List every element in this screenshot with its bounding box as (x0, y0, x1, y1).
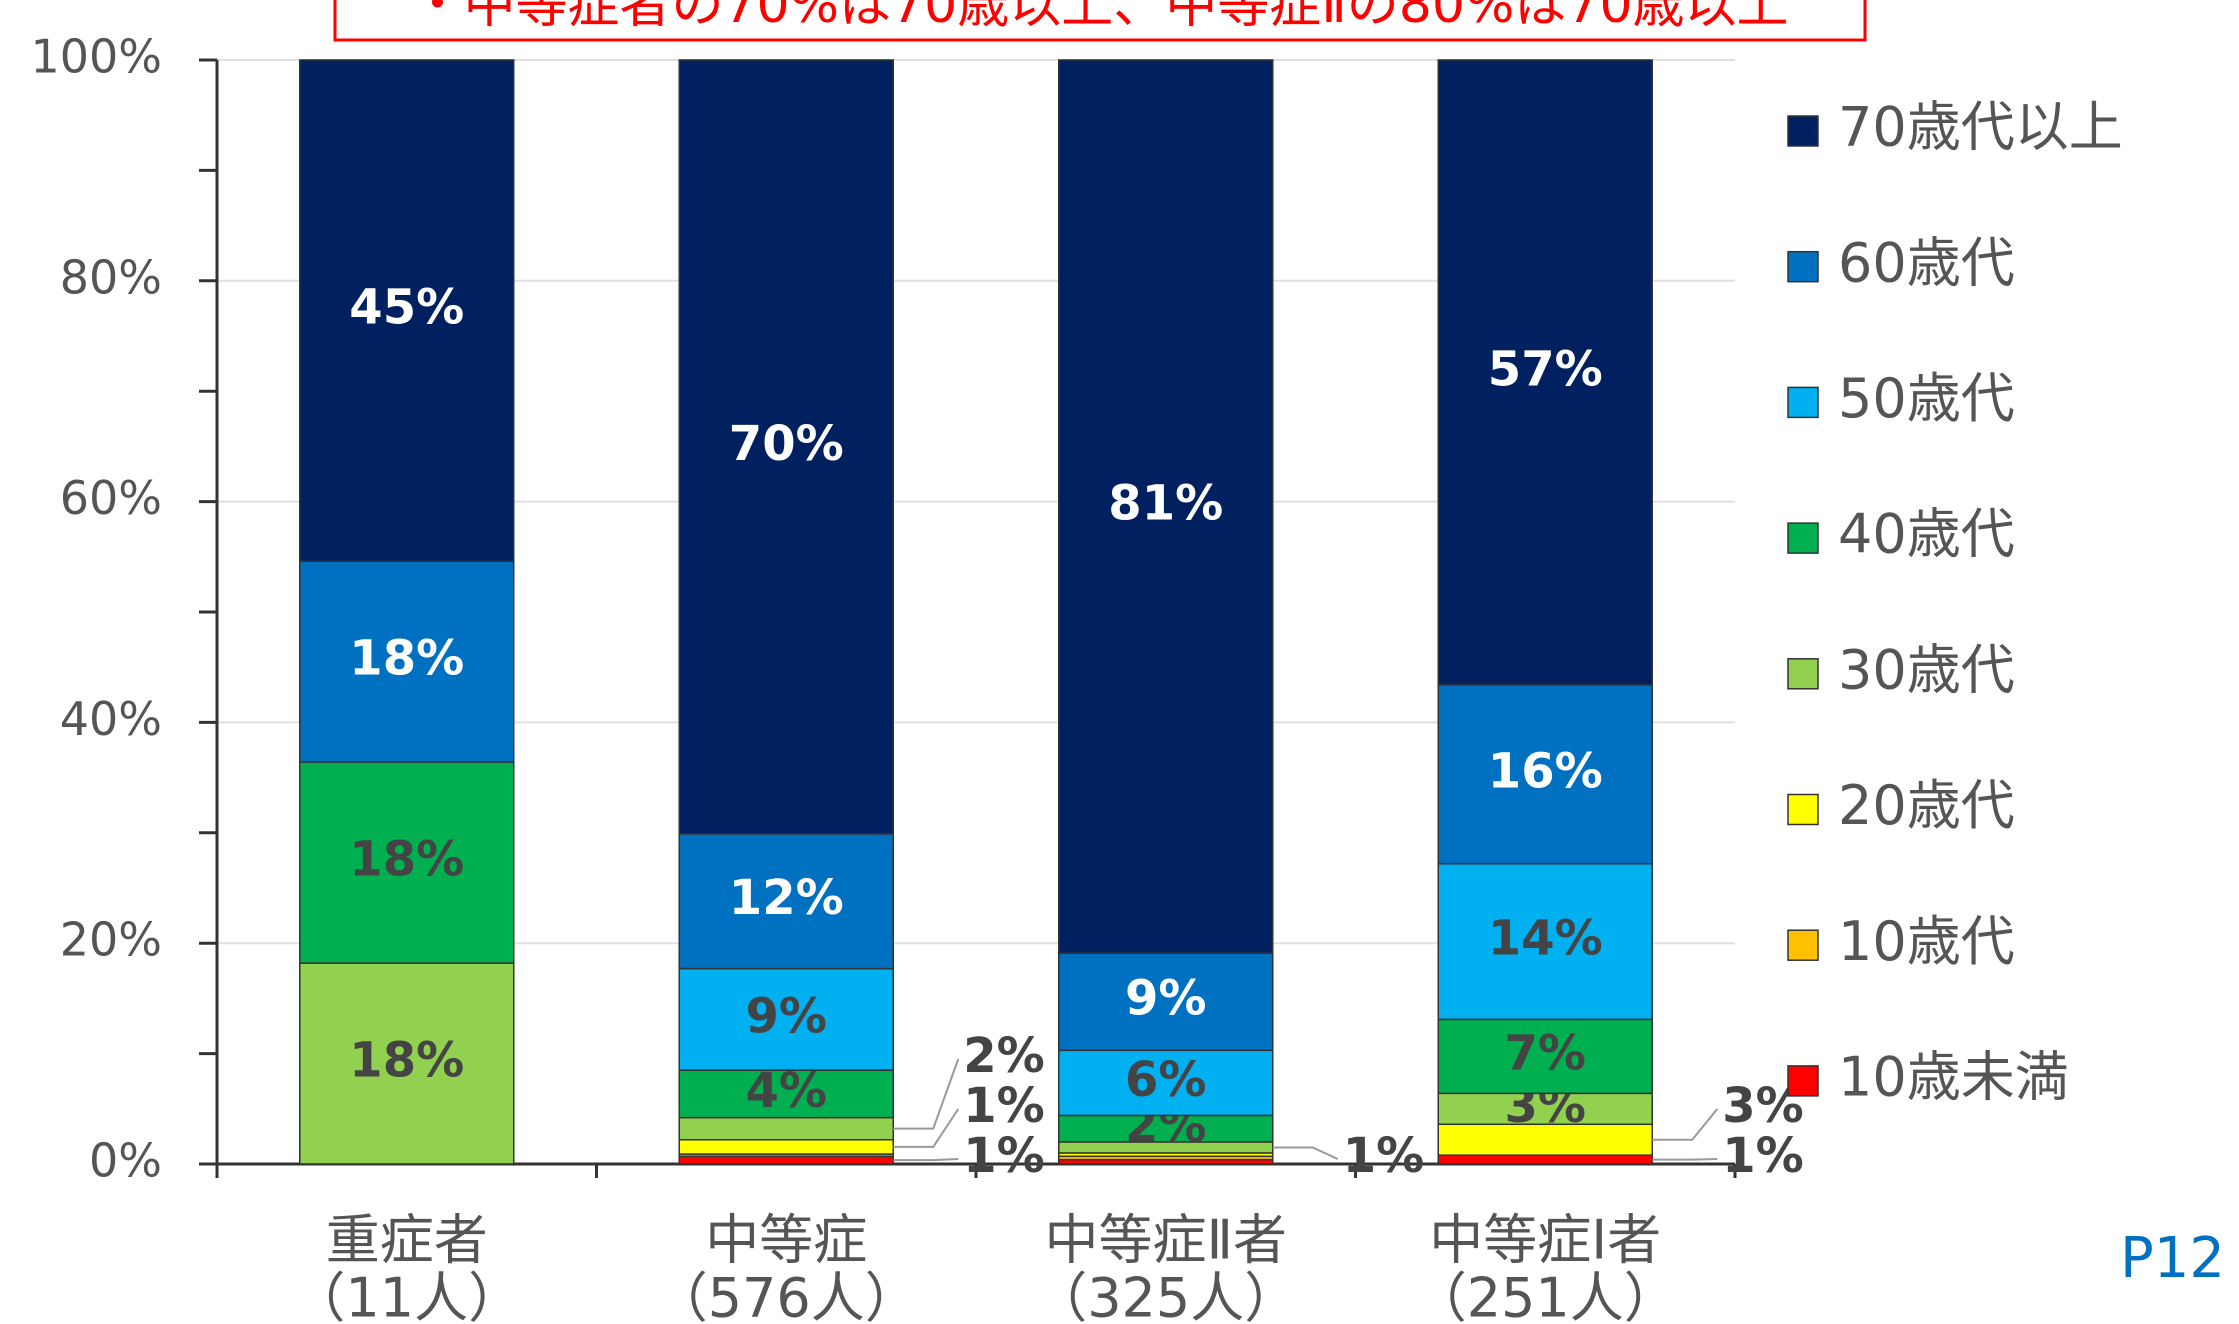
y-tick-label: 80% (60, 250, 162, 304)
bar-segment (1437, 1018, 1653, 1095)
legend-swatch (1787, 658, 1819, 690)
data-label: 57% (1488, 341, 1603, 397)
y-tick-label: 60% (60, 471, 162, 525)
data-label: 1% (963, 1078, 1045, 1134)
data-label: 1% (963, 1128, 1045, 1184)
bar-segment (1058, 1114, 1274, 1143)
x-tick-sublabel: （11人） (291, 1267, 522, 1324)
bar-segment (1437, 684, 1653, 865)
x-tick-sublabel: （325人） (1033, 1267, 1298, 1324)
bar-segment (1437, 1154, 1653, 1165)
bar-segment (1437, 1092, 1653, 1126)
data-label: 18% (349, 832, 464, 888)
leader-line (1652, 1158, 1718, 1161)
data-label: 1% (1343, 1128, 1425, 1184)
bar-segment (1058, 59, 1274, 954)
bar-segment (299, 761, 515, 964)
x-tick-label: 中等症Ⅰ者 (1429, 1209, 1661, 1272)
data-label: 1% (1722, 1128, 1804, 1184)
legend-swatch (1787, 1065, 1819, 1097)
data-label: 2% (963, 1028, 1045, 1084)
legend-swatch (1787, 522, 1819, 554)
legend-label: 60歳代 (1838, 231, 2015, 294)
bar-segment (678, 833, 894, 970)
data-label: 45% (349, 280, 464, 336)
chart-title: ・中等症者の70%は70歳以上、中等症Ⅱの80%は70歳以上 (411, 0, 1788, 35)
data-label: 18% (349, 1033, 464, 1089)
y-tick-label: 0% (89, 1134, 162, 1188)
legend-label: 30歳代 (1838, 638, 2015, 701)
leader-line (893, 1058, 960, 1130)
legend-label: 10歳代 (1838, 910, 2015, 973)
data-label: 4% (746, 1063, 828, 1119)
data-label: 18% (349, 631, 464, 687)
legend-swatch (1787, 115, 1819, 147)
leader-line (893, 1158, 959, 1162)
page-number: P12 (2120, 1226, 2225, 1291)
legend-swatch (1787, 386, 1819, 419)
bar-segment (1058, 1049, 1274, 1117)
legend-label: 10歳未満 (1838, 1046, 2069, 1109)
bar-segment (1437, 862, 1653, 1021)
legend-label: 70歳代以上 (1838, 96, 2123, 159)
x-tick-label: 重症者 (326, 1209, 488, 1272)
data-label: 6% (1125, 1052, 1207, 1108)
x-tick-label: 中等症 (705, 1209, 867, 1272)
legend-label: 50歳代 (1838, 367, 2015, 430)
legend-label: 40歳代 (1838, 503, 2015, 566)
bar-segment (299, 59, 515, 562)
data-label: 7% (1505, 1025, 1587, 1081)
bar-segment (299, 560, 515, 763)
bar-segment (678, 1116, 894, 1141)
y-tick-label: 100% (30, 30, 162, 84)
data-label: 14% (1488, 911, 1603, 967)
title-box (333, 0, 1867, 42)
bar-segment (299, 962, 515, 1165)
bar-segment (678, 1138, 894, 1155)
data-label: 81% (1108, 476, 1223, 532)
bar-segment (678, 1155, 894, 1165)
legend-swatch (1787, 793, 1819, 826)
bar-segment (1437, 59, 1653, 686)
bar-segment (1058, 952, 1274, 1052)
legend-swatch (1787, 250, 1819, 283)
x-tick-sublabel: （576人） (654, 1267, 919, 1324)
legend-label: 20歳代 (1838, 774, 2015, 837)
data-label: 9% (1125, 971, 1207, 1027)
x-tick-sublabel: （251人） (1413, 1267, 1678, 1324)
x-tick-label: 中等症Ⅱ者 (1044, 1209, 1287, 1272)
y-tick-label: 20% (60, 913, 162, 967)
bar-segment (678, 1069, 894, 1119)
bar-segment (678, 59, 894, 835)
data-label: 12% (729, 870, 844, 926)
bar-segment (678, 967, 894, 1071)
leader-line (893, 1108, 960, 1148)
y-tick-label: 40% (60, 692, 162, 746)
leader-line (1272, 1146, 1339, 1160)
leader-line (1652, 1108, 1719, 1141)
data-label: 70% (729, 416, 844, 472)
data-label: 16% (1488, 743, 1603, 799)
legend-swatch (1787, 929, 1819, 961)
data-label: 9% (746, 988, 828, 1044)
